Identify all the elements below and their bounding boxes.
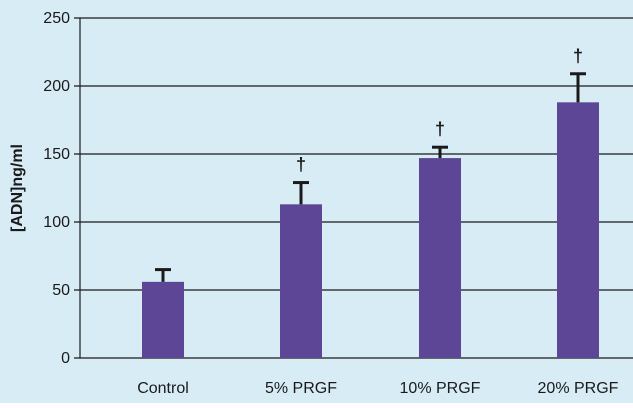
bar xyxy=(419,158,461,358)
y-tick-label: 50 xyxy=(52,282,70,299)
y-tick-label: 150 xyxy=(43,146,70,163)
y-tick-label: 250 xyxy=(43,10,70,27)
y-tick-label: 200 xyxy=(43,78,70,95)
y-tick-label: 100 xyxy=(43,214,70,231)
x-tick-label: Control xyxy=(137,380,189,397)
significance-marks: † † † xyxy=(296,46,583,175)
x-tick-label: 5% PRGF xyxy=(265,380,337,397)
x-axis-ticks: Control 5% PRGF 10% PRGF 20% PRGF xyxy=(137,380,618,397)
error-bars xyxy=(155,72,586,282)
bar xyxy=(142,281,184,358)
significance-mark: † xyxy=(573,46,583,66)
x-tick-label: 10% PRGF xyxy=(400,380,481,397)
bar xyxy=(557,102,599,358)
y-axis-label: [ADN]ng/ml xyxy=(9,144,26,232)
bars xyxy=(142,102,599,358)
y-axis-ticks: 0 50 100 150 200 250 xyxy=(43,10,70,367)
bar xyxy=(280,204,322,358)
significance-mark: † xyxy=(435,119,445,139)
x-tick-label: 20% PRGF xyxy=(538,380,619,397)
y-tick-label: 0 xyxy=(61,350,70,367)
significance-mark: † xyxy=(296,155,306,175)
